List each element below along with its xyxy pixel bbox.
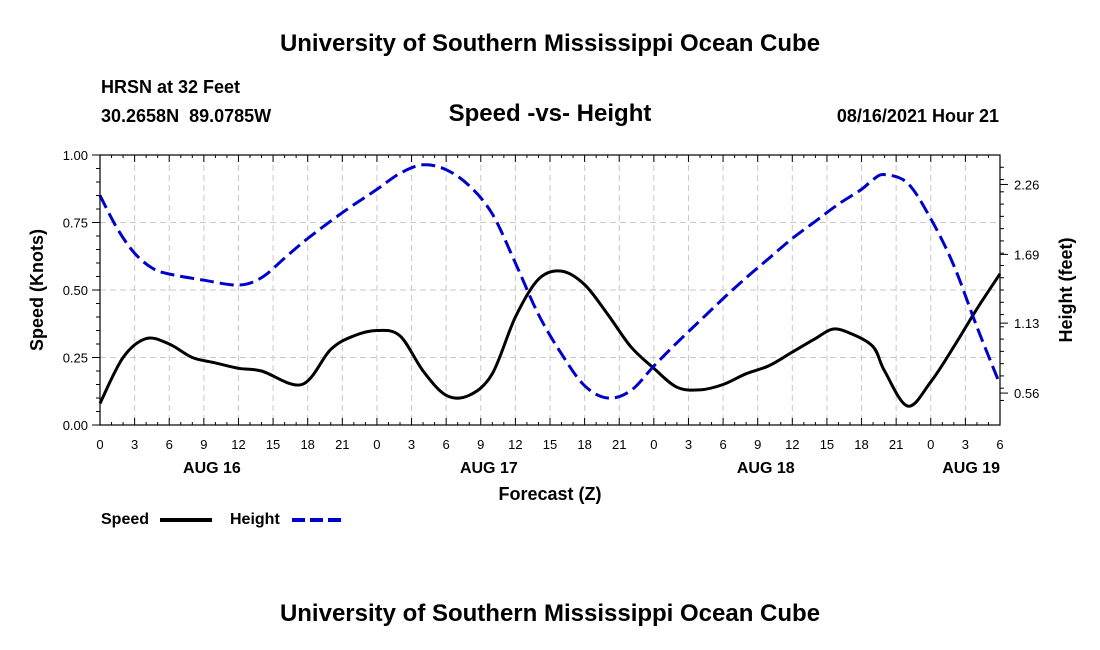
coordinates-label: 30.2658N 89.0785W (101, 106, 272, 126)
x-tick-label: 0 (96, 437, 103, 452)
x-tick-label: 18 (300, 437, 314, 452)
x-tick-label: 9 (754, 437, 761, 452)
timestamp-label: 08/16/2021 Hour 21 (836, 106, 999, 126)
x-tick-label: 9 (477, 437, 484, 452)
y-tick-label: 1.00 (63, 148, 88, 163)
x-tick-label: 6 (719, 437, 726, 452)
x-tick-label: 21 (889, 437, 903, 452)
x-tick-label: 3 (131, 437, 138, 452)
speed-series-line (98, 269, 1002, 408)
grid-lines (100, 155, 1000, 425)
x-tick-label: 15 (820, 437, 834, 452)
height-series-line (98, 163, 1002, 400)
x-tick-label: 21 (612, 437, 626, 452)
date-label: AUG 19 (942, 460, 1000, 477)
x-tick-label: 6 (166, 437, 173, 452)
x-tick-label: 0 (373, 437, 380, 452)
x-tick-label: 18 (854, 437, 868, 452)
top-title: University of Southern Mississippi Ocean… (279, 30, 821, 57)
x-tick-label: 3 (685, 437, 692, 452)
y-axis-label: Speed (Knots) (27, 229, 47, 351)
legend-height-label: Height (230, 511, 280, 528)
chart-title: Speed -vs- Height (448, 100, 652, 127)
date-label: AUG 16 (183, 460, 241, 477)
x-tick-label: 12 (508, 437, 522, 452)
station-label: HRSN at 32 Feet (101, 77, 241, 97)
x-tick-label: 12 (231, 437, 245, 452)
y-tick-label: 0.75 (63, 216, 88, 231)
x-tick-label: 6 (996, 437, 1003, 452)
bottom-title: University of Southern Mississippi Ocean… (279, 600, 821, 627)
legend: Speed Height (101, 511, 344, 528)
x-tick-label: 3 (962, 437, 969, 452)
x-tick-label: 0 (650, 437, 657, 452)
plot-frame (99, 154, 1001, 426)
date-label: AUG 17 (460, 460, 518, 477)
series-lines (98, 163, 1002, 408)
x-tick-label: 3 (408, 437, 415, 452)
y-tick-label: 0.00 (63, 418, 88, 433)
y2-tick-label: 1.13 (1014, 316, 1039, 331)
x-tick-label: 6 (443, 437, 450, 452)
y-tick-label: 0.25 (63, 351, 88, 366)
y2-tick-label: 2.26 (1014, 177, 1039, 192)
y-tick-label: 0.50 (63, 283, 88, 298)
axis-ticks: 0 3 6 9 12 15 18 21 0 3 6 9 12 15 18 21 0 3 6 9 12 15 18 21 0 3 6A… (63, 148, 1040, 477)
x-tick-label: 0 (927, 437, 934, 452)
x-tick-label: 21 (335, 437, 349, 452)
x-tick-label: 15 (266, 437, 280, 452)
y2-axis-label: Height (feet) (1056, 238, 1076, 343)
x-tick-label: 12 (785, 437, 799, 452)
y2-tick-label: 1.69 (1014, 247, 1039, 262)
x-tick-label: 15 (543, 437, 557, 452)
date-label: AUG 18 (737, 460, 795, 477)
x-tick-label: 9 (200, 437, 207, 452)
legend-speed-label: Speed (101, 511, 149, 528)
x-tick-label: 18 (577, 437, 591, 452)
x-axis-label: Forecast (Z) (498, 484, 601, 504)
y2-tick-label: 0.56 (1014, 386, 1039, 401)
